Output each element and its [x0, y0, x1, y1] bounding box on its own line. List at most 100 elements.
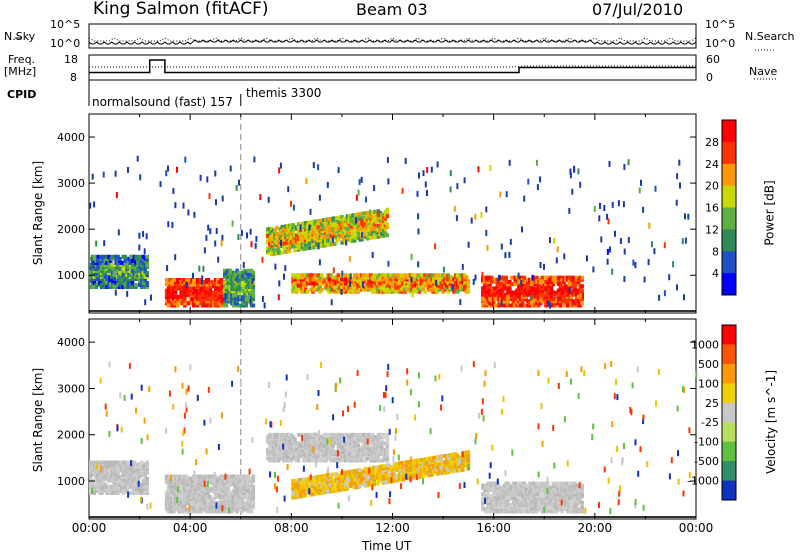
power-cell: [314, 285, 319, 290]
power-cell: [304, 277, 308, 282]
power-cell: [484, 284, 489, 289]
velocity-cell: [184, 474, 189, 479]
power-cell: [481, 299, 485, 304]
velocity-cell: [434, 459, 438, 464]
power-cell: [232, 270, 236, 275]
power-cell: [221, 282, 225, 287]
velocity-cell: [98, 488, 102, 493]
velocity-cell: [511, 496, 516, 501]
power-cell: [347, 230, 352, 235]
power-cell: [432, 289, 436, 294]
power-cell: [248, 287, 252, 292]
power-cell: [302, 242, 306, 247]
velocity-cell: [222, 507, 227, 512]
power-cell: [316, 287, 321, 292]
velocity-cell: [356, 450, 361, 454]
velocity-cell: [533, 496, 537, 501]
power-cell: [311, 236, 315, 241]
power-cell: [372, 289, 377, 294]
power-cell: [168, 288, 172, 293]
velocity-cell: [271, 435, 275, 439]
velocity-cell: [116, 476, 120, 481]
velocity-cell: [380, 439, 384, 444]
power-cell: [508, 290, 512, 295]
power-cell: [311, 281, 315, 286]
velocity-cell: [349, 454, 353, 459]
power-cell: [311, 226, 315, 231]
power-cell: [204, 297, 209, 302]
power-scatter-cell: [206, 176, 209, 183]
velocity-cell: [349, 450, 353, 454]
power-cell: [305, 273, 310, 278]
velocity-cell: [249, 503, 254, 508]
power-cell: [226, 272, 231, 277]
power-cell: [112, 285, 117, 289]
power-cell: [271, 237, 275, 241]
velocity-cell: [287, 439, 292, 444]
velocity-cell: [379, 476, 384, 481]
power-cell: [278, 227, 283, 232]
velocity-cell: [508, 509, 512, 514]
power-cell: [172, 297, 176, 302]
velocity-cell: [267, 458, 272, 463]
power-cell: [318, 233, 323, 238]
power-cell: [242, 291, 247, 296]
power-cell: [286, 236, 290, 241]
power-cell: [143, 256, 147, 261]
velocity-cell: [412, 471, 416, 476]
power-cell: [437, 281, 442, 286]
velocity-cell: [296, 480, 301, 485]
velocity-cell: [378, 471, 382, 475]
velocity-cell: [296, 452, 301, 457]
power-cell: [302, 285, 306, 290]
power-cell: [372, 218, 377, 223]
power-cell: [506, 301, 510, 306]
power-cell: [300, 273, 304, 278]
power-cell: [217, 303, 222, 308]
power-cell: [237, 297, 241, 302]
velocity-cell: [448, 459, 452, 464]
velocity-cell: [338, 454, 342, 459]
velocity-cell: [304, 439, 308, 444]
velocity-cell: [367, 443, 371, 448]
power-cell: [356, 216, 361, 221]
velocity-cell: [329, 472, 333, 477]
velocity-cell: [430, 462, 434, 467]
power-scatter-cell: [360, 176, 363, 183]
power-cell: [426, 285, 431, 290]
velocity-feature: [481, 481, 584, 514]
power-scatter-cell: [144, 299, 147, 306]
velocity-cell: [271, 450, 275, 454]
power-cell: [549, 279, 554, 284]
velocity-cell: [322, 474, 326, 478]
power-cell: [215, 297, 220, 302]
velocity-cell: [273, 458, 277, 463]
velocity-cell: [434, 463, 438, 468]
velocity-cell: [291, 479, 295, 484]
power-scatter-cell: [184, 156, 187, 163]
velocity-cell: [309, 450, 313, 454]
power-cell: [251, 270, 256, 275]
power-cell: [502, 277, 507, 282]
velocity-cell: [372, 478, 377, 482]
power-cell: [332, 289, 337, 294]
velocity-cell: [325, 479, 330, 484]
velocity-cell: [329, 452, 333, 457]
power-cell: [226, 268, 231, 273]
velocity-cell: [193, 484, 198, 489]
velocity-cell: [334, 432, 339, 437]
power-cell: [217, 301, 222, 306]
power-cell: [544, 279, 548, 284]
power-cell: [183, 280, 187, 285]
power-cell: [327, 273, 331, 278]
velocity-cell: [396, 474, 400, 479]
velocity-cell: [201, 478, 205, 483]
power-cell: [219, 290, 223, 295]
velocity-cell: [340, 452, 344, 457]
velocity-cell: [504, 507, 508, 512]
velocity-cell: [188, 478, 192, 483]
power-cell: [311, 243, 315, 248]
velocity-cell: [385, 480, 389, 485]
velocity-cell: [524, 496, 528, 501]
velocity-cell: [219, 488, 223, 493]
